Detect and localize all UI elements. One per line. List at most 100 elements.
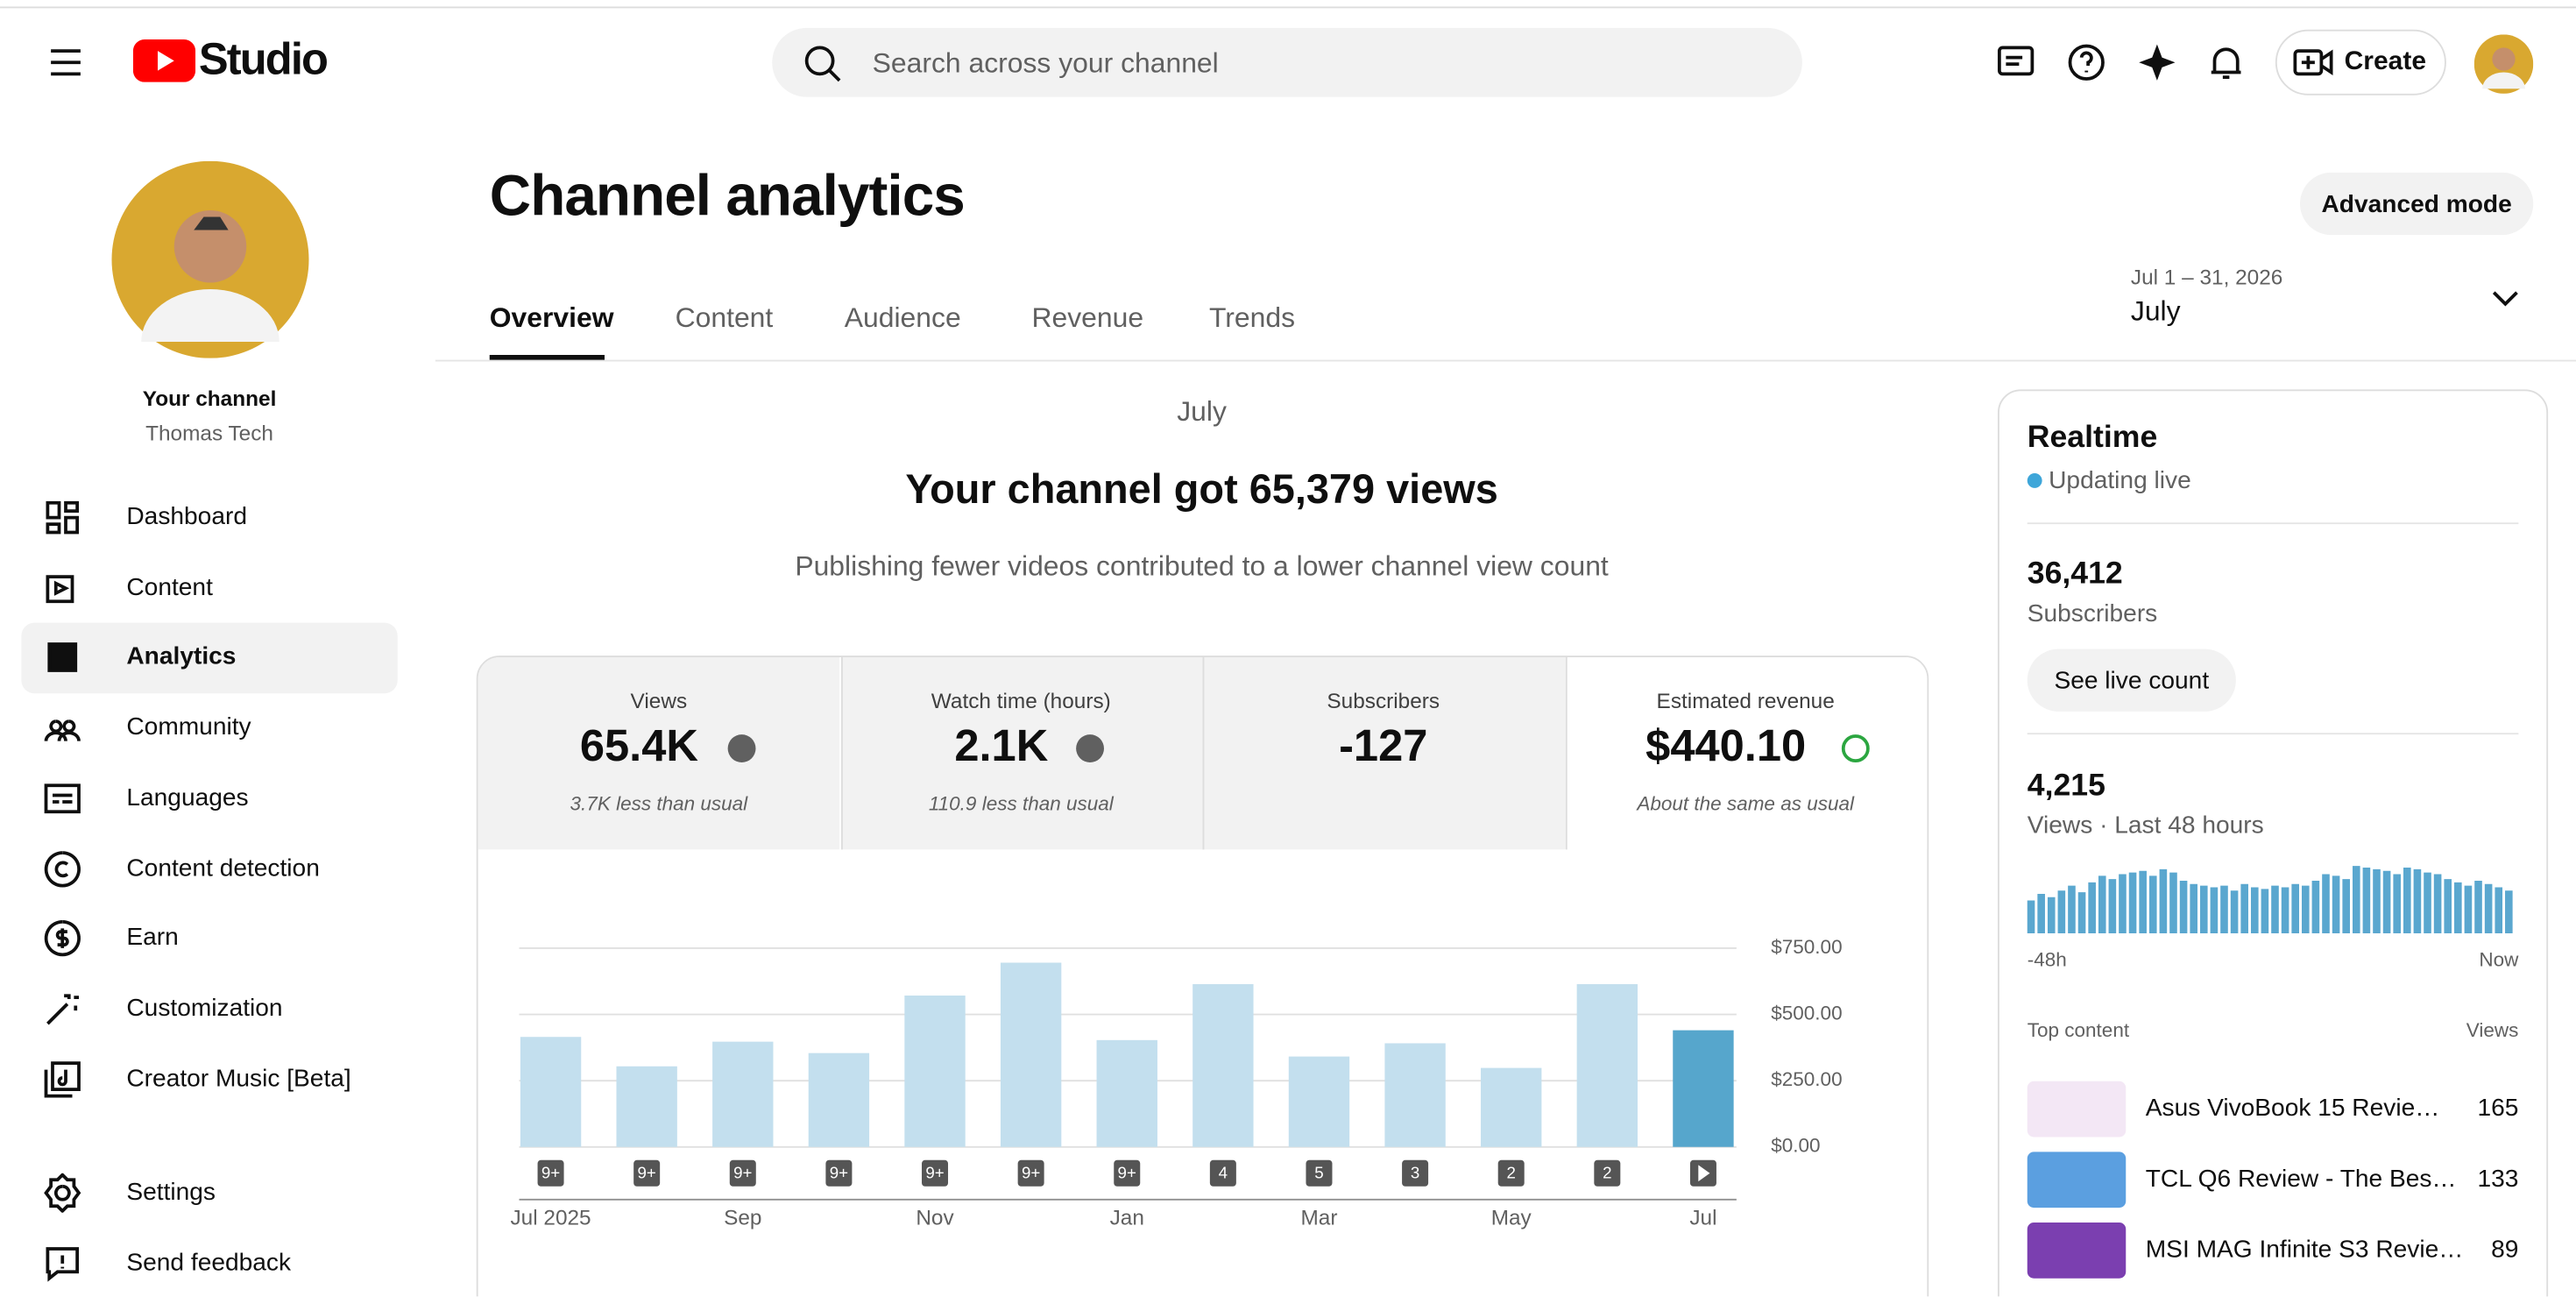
metric-note: 110.9 less than usual (928, 791, 1114, 815)
tab[interactable]: Revenue (1031, 302, 1144, 334)
video-badge-label: 9+ (1022, 1164, 1040, 1182)
x-tick-label: Mar (1301, 1207, 1338, 1230)
nav-icon (44, 719, 81, 742)
nav-item[interactable]: Dashboard (126, 502, 247, 531)
nav-item[interactable]: Earn (126, 924, 179, 952)
create-label: Create (2344, 47, 2427, 76)
hourly-bar (2088, 882, 2096, 933)
nav-item[interactable]: Languages (126, 783, 249, 812)
metric-note: 3.7K less than usual (570, 791, 748, 815)
video-badge (633, 1159, 661, 1187)
date-dropdown-icon[interactable] (2491, 287, 2521, 310)
tab[interactable]: Trends (1209, 302, 1296, 334)
feedback-icon[interactable] (1996, 43, 2039, 86)
metric-tile[interactable] (1202, 657, 1566, 850)
top-views-label: Views (2466, 1018, 2519, 1042)
video-badge (1017, 1159, 1044, 1187)
metric-value: 2.1K (954, 721, 1049, 771)
nav-selected-bg (21, 622, 398, 694)
video-title[interactable]: MSI MAG Infinite S3 Revie… (2145, 1236, 2464, 1264)
divider (2027, 733, 2519, 735)
hourly-bar (2199, 885, 2208, 933)
hourly-bar (2210, 887, 2219, 933)
hourly-bar (2444, 879, 2452, 933)
video-badge-label: 3 (1411, 1164, 1419, 1182)
hourly-bar (2119, 874, 2127, 933)
bar (1096, 1039, 1157, 1147)
advanced-mode-button[interactable]: Advanced mode (2300, 172, 2534, 236)
hourly-bar (2108, 879, 2117, 933)
nav-item[interactable]: Analytics (126, 642, 237, 671)
y-tick-label: $250.00 (1771, 1068, 1842, 1090)
x-tick-label: Sep (724, 1207, 761, 1230)
hourly-bar (2311, 881, 2320, 933)
nav-item[interactable]: Settings (126, 1178, 216, 1207)
realtime-card (1998, 389, 2549, 1297)
nav-item[interactable]: Content (126, 572, 213, 601)
x-tick-label: Jan (1110, 1207, 1144, 1230)
search-bar[interactable] (772, 27, 1802, 97)
video-badge-label: 4 (1219, 1164, 1228, 1182)
channel-avatar[interactable] (111, 160, 309, 358)
hourly-bar (2139, 870, 2147, 933)
date-period[interactable]: July (2130, 295, 2181, 328)
date-range[interactable]: Jul 1 – 31, 2026 (2130, 264, 2283, 289)
hourly-bar (2230, 890, 2239, 933)
nav-icon (46, 500, 79, 535)
status-down-icon (726, 734, 755, 762)
bar (808, 1052, 870, 1147)
notifications-icon[interactable] (2206, 43, 2249, 86)
tab[interactable]: Content (675, 302, 774, 334)
nav-item[interactable]: Send feedback (126, 1248, 292, 1277)
metric-label: Subscribers (1327, 688, 1440, 713)
nav-icon (46, 1246, 79, 1282)
video-thumbnail[interactable] (2027, 1152, 2127, 1208)
video-badge-label: 5 (1314, 1164, 1323, 1182)
nav-item[interactable]: Content detection (126, 854, 320, 882)
nav-item[interactable]: Community (126, 712, 251, 741)
realtime-title: Realtime (2027, 421, 2158, 456)
bar (1192, 984, 1254, 1147)
hourly-bar (2240, 883, 2248, 933)
hourly-bar (2169, 872, 2177, 933)
see-live-count-button[interactable]: See live count (2027, 648, 2236, 712)
tab[interactable]: Overview (489, 302, 614, 334)
icon-path (46, 1246, 79, 1282)
video-title[interactable]: Asus VivoBook 15 Revie… (2145, 1094, 2440, 1123)
logo-text[interactable]: Studio (198, 34, 329, 84)
nav-item[interactable]: Creator Music [Beta] (126, 1064, 351, 1093)
video-thumbnail[interactable] (2027, 1081, 2127, 1138)
metric-tile[interactable] (478, 657, 840, 850)
menu-icon[interactable] (47, 46, 83, 80)
icon-path (46, 994, 79, 1025)
subscriber-label: Subscribers (2027, 599, 2158, 628)
subscriber-count: 36,412 (2027, 556, 2123, 592)
status-down-icon (1075, 734, 1104, 762)
video-thumbnail[interactable] (2027, 1223, 2127, 1279)
live-status: Updating live (2049, 466, 2191, 495)
account-avatar[interactable] (2473, 34, 2534, 94)
hourly-bar (2037, 894, 2045, 933)
hourly-bar (2190, 883, 2197, 933)
help-icon[interactable] (2067, 43, 2110, 86)
tab[interactable]: Audience (844, 302, 961, 334)
ai-icon[interactable] (2137, 43, 2180, 86)
subhead: Publishing fewer videos contributed to a… (795, 550, 1609, 582)
hourly-bar (2403, 868, 2411, 933)
metric-label: Estimated revenue (1656, 688, 1835, 713)
hourly-bar (2484, 883, 2493, 933)
hourly-bar (2454, 882, 2462, 933)
hourly-bar (2128, 872, 2137, 933)
video-badge-label: 9+ (733, 1164, 752, 1182)
logo-icon (132, 39, 196, 82)
video-title[interactable]: TCL Q6 Review - The Bes… (2145, 1165, 2457, 1194)
video-badge (537, 1159, 564, 1187)
icon-path (44, 920, 81, 957)
nav-item[interactable]: Customization (126, 994, 283, 1023)
hourly-bar (2068, 885, 2076, 933)
bar (1576, 984, 1638, 1147)
metric-tile[interactable] (840, 657, 1204, 850)
video-badge (1306, 1159, 1333, 1187)
create-button[interactable] (2275, 29, 2446, 96)
video-views: 165 (2477, 1094, 2519, 1123)
